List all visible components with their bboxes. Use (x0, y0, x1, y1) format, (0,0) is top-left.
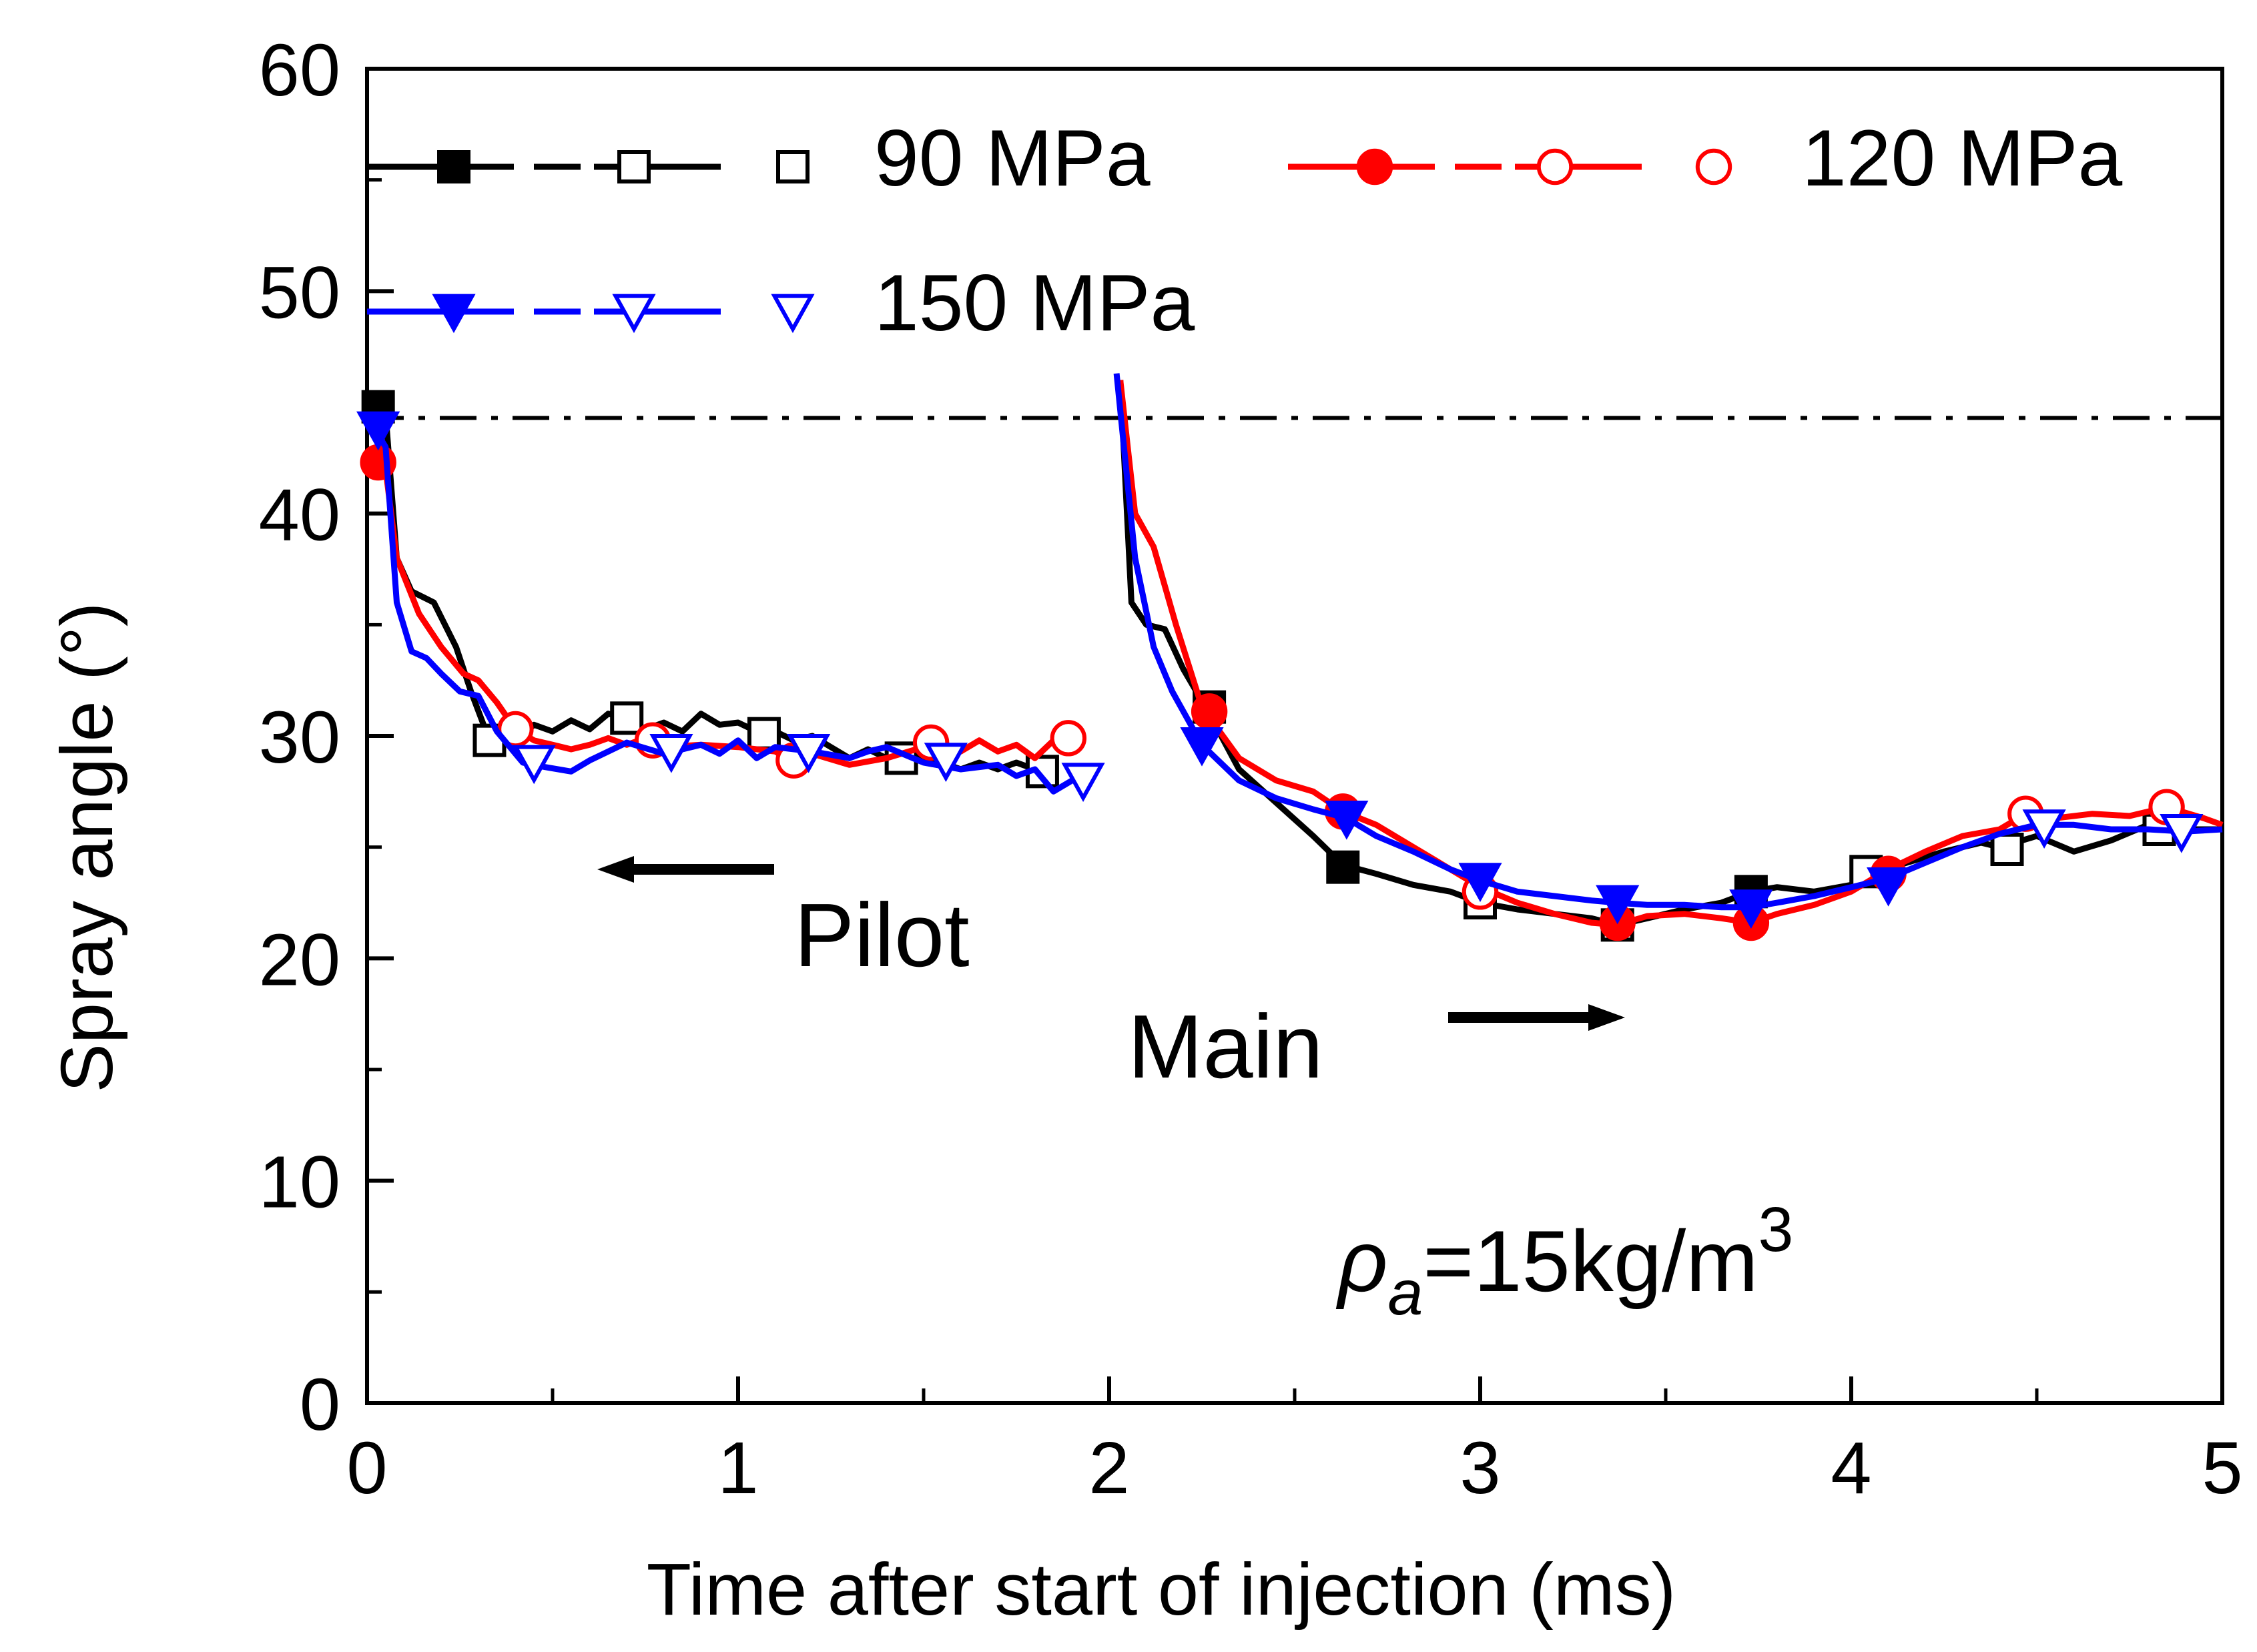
x-tick-label: 0 (346, 1427, 387, 1509)
rho-value: =15kg/m (1423, 1212, 1758, 1310)
series-2-open-marker (2022, 809, 2066, 849)
legend-filled-marker (437, 150, 470, 183)
y-tick-label: 40 (259, 474, 340, 556)
legend-entry-120 (1288, 148, 1732, 185)
series-0-main-line (1117, 380, 2222, 928)
series-2-open-marker (1061, 763, 1105, 802)
legend: 90 MPa 120 MPa 150 MPa (367, 113, 2123, 348)
y-tick-label: 20 (259, 919, 340, 1001)
series-2-main-line (1113, 373, 2223, 911)
legend-filled-marker (432, 294, 476, 334)
series-0-open-marker (1990, 833, 2024, 866)
series-2-open-marker (924, 743, 968, 782)
legend-entry-90 (367, 150, 810, 183)
series-1-open-marker (1050, 720, 1087, 757)
y-tick-label: 10 (259, 1142, 340, 1224)
pilot-arrow-head (597, 856, 634, 883)
series-2-filled-marker (356, 411, 400, 451)
series-2-filled-marker (1596, 885, 1640, 925)
series-2-pilot-line (372, 427, 1084, 795)
density-annotation: ρa=15kg/m3 (1335, 1194, 1793, 1328)
main-arrow-head (1588, 1004, 1625, 1031)
legend-open-marker (612, 294, 656, 334)
legend-open-marker (617, 150, 651, 183)
legend-label-150: 150 MPa (874, 258, 1195, 348)
x-axis-label: Time after start of injection (ms) (647, 1549, 1676, 1631)
series-0-open-marker (747, 717, 781, 751)
series-2-open-marker (649, 733, 693, 773)
series-0-open-marker (610, 701, 644, 735)
y-tick-label: 50 (259, 252, 340, 334)
series-2-open-marker (2160, 813, 2204, 853)
x-tick-label: 3 (1460, 1427, 1500, 1509)
series-1-filled-marker (1191, 693, 1228, 730)
rho-subscript: a (1387, 1258, 1423, 1328)
legend-open-marker (1536, 148, 1574, 185)
y-axis-label: Spray angle (°) (46, 602, 128, 1093)
series-2-filled-marker (1729, 889, 1773, 929)
x-tick-label: 5 (2202, 1427, 2242, 1509)
series-1-pilot-line (372, 460, 1066, 768)
series-2-open-marker (512, 745, 556, 785)
y-tick-label: 30 (259, 697, 340, 779)
legend-open-marker (771, 294, 815, 334)
legend-label-120: 120 MPa (1802, 113, 2123, 203)
series-0-filled-marker (1326, 850, 1360, 884)
series-2-filled-marker (1458, 863, 1502, 902)
series-2-filled-marker (1180, 727, 1224, 767)
y-tick-label: 0 (300, 1364, 340, 1446)
legend-filled-marker (1356, 148, 1393, 185)
series-2-open-marker (787, 733, 831, 773)
x-tick-label: 1 (717, 1427, 758, 1509)
series-2-filled-marker (1867, 867, 1911, 907)
legend-open-marker (776, 150, 810, 183)
legend-entry-150 (367, 294, 815, 334)
legend-label-90: 90 MPa (874, 113, 1151, 203)
legend-open-marker (1695, 148, 1732, 185)
series-2-filled-marker (1325, 800, 1369, 840)
x-tick-label: 2 (1088, 1427, 1129, 1509)
y-tick-label: 60 (259, 29, 340, 111)
main-label: Main (1128, 996, 1323, 1097)
pilot-label: Pilot (794, 885, 970, 985)
rho-symbol: ρ (1335, 1212, 1387, 1310)
rho-superscript: 3 (1758, 1194, 1794, 1265)
annotations: Pilot Main ρa=15kg/m3 (597, 856, 1793, 1328)
x-tick-label: 4 (1831, 1427, 1871, 1509)
